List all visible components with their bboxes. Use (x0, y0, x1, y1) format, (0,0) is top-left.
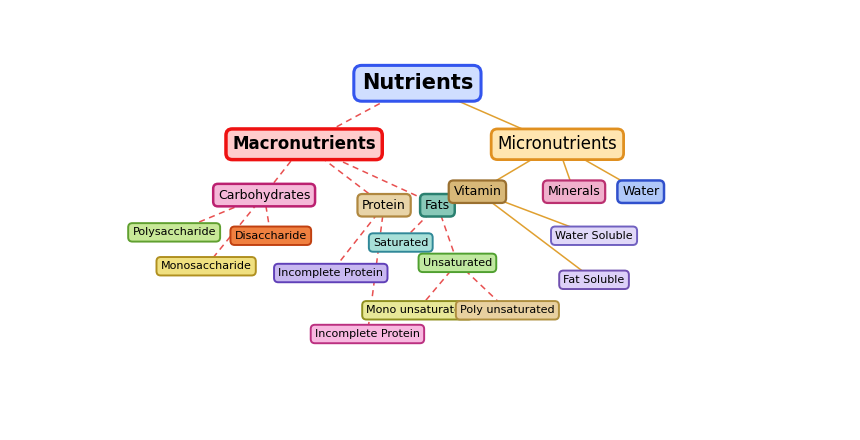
Text: Micronutrients: Micronutrients (498, 135, 617, 153)
Text: Water Soluble: Water Soluble (556, 231, 633, 241)
Text: Saturated: Saturated (373, 238, 428, 248)
Text: Carbohydrates: Carbohydrates (218, 189, 310, 202)
Text: Mono unsaturated: Mono unsaturated (366, 305, 469, 315)
Text: Nutrients: Nutrients (362, 73, 473, 93)
Text: Vitamin: Vitamin (453, 185, 501, 198)
Text: Unsaturated: Unsaturated (423, 258, 492, 268)
Text: Fat Soluble: Fat Soluble (563, 275, 624, 285)
Text: Polysaccharide: Polysaccharide (132, 227, 216, 237)
Text: Monosaccharide: Monosaccharide (161, 261, 252, 271)
Text: Incomplete Protein: Incomplete Protein (315, 329, 420, 339)
Text: Disaccharide: Disaccharide (235, 231, 307, 241)
Text: Protein: Protein (362, 199, 406, 212)
Text: Poly unsaturated: Poly unsaturated (460, 305, 555, 315)
Text: Macronutrients: Macronutrients (232, 135, 376, 153)
Text: Incomplete Protein: Incomplete Protein (279, 268, 384, 278)
Text: Fats: Fats (425, 199, 450, 212)
Text: Minerals: Minerals (548, 185, 600, 198)
Text: Water: Water (622, 185, 660, 198)
